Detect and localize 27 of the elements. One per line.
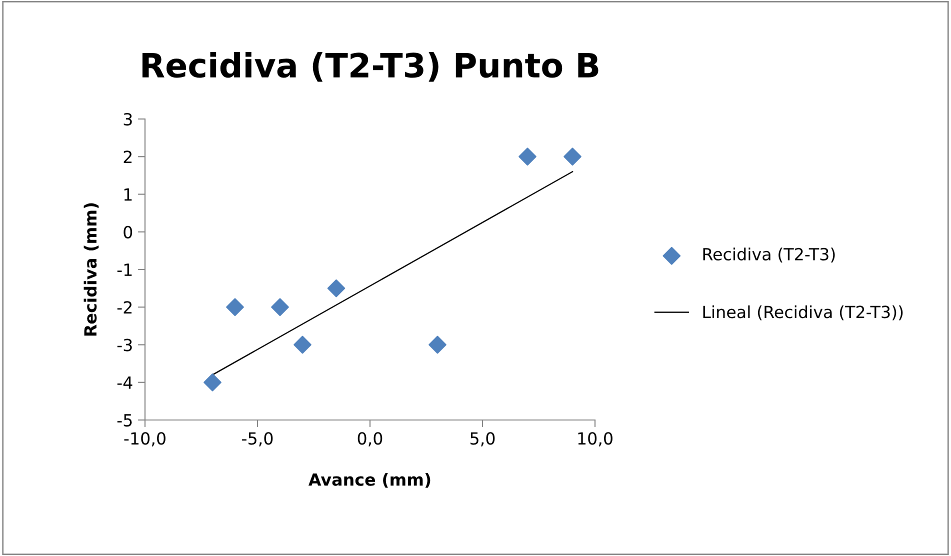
x-axis-title: Avance (mm): [308, 472, 430, 488]
y-tick-label: -4: [117, 376, 132, 389]
point: [518, 148, 536, 166]
x-tick-label: 0,0: [358, 432, 382, 446]
x-tick-label: -10,0: [124, 432, 166, 446]
x-tick-label: -5,0: [242, 432, 273, 446]
y-tick-label: 0: [124, 226, 132, 238]
point: [204, 373, 222, 392]
y-tick-label: 1: [124, 188, 132, 201]
point: [226, 298, 244, 316]
y-tick-label: -5: [117, 414, 132, 427]
point: [428, 336, 446, 354]
y-tick-label: 2: [124, 150, 132, 163]
point: [271, 298, 289, 316]
point: [327, 279, 346, 298]
point: [294, 336, 312, 354]
chart-title: Recidiva (T2-T3) Punto B: [142, 52, 598, 82]
y-axis-title: Recidiva (mm): [84, 203, 99, 336]
y-tick-label: -1: [117, 264, 132, 276]
point: [564, 148, 582, 166]
legend-label: Lineal (Recidiva (T2-T3)): [703, 305, 903, 320]
y-tick-label: -2: [117, 301, 132, 314]
legend-label: Recidiva (T2-T3): [703, 248, 835, 262]
y-tick-label: 3: [124, 112, 132, 126]
y-tick-label: -3: [117, 338, 132, 352]
x-tick-label: 5,0: [470, 432, 495, 446]
x-tick-label: 10,0: [578, 432, 612, 446]
